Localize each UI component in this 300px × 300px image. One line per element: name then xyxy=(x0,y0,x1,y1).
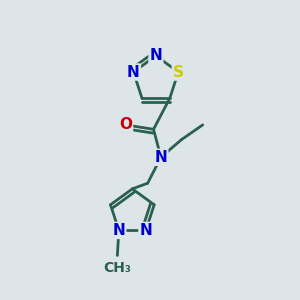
Text: S: S xyxy=(173,64,184,80)
Text: CH₃: CH₃ xyxy=(103,261,131,275)
Text: N: N xyxy=(127,64,140,80)
Text: N: N xyxy=(149,48,162,63)
Text: N: N xyxy=(112,223,125,238)
Text: N: N xyxy=(154,150,167,165)
Text: N: N xyxy=(140,223,152,238)
Text: O: O xyxy=(119,117,132,132)
